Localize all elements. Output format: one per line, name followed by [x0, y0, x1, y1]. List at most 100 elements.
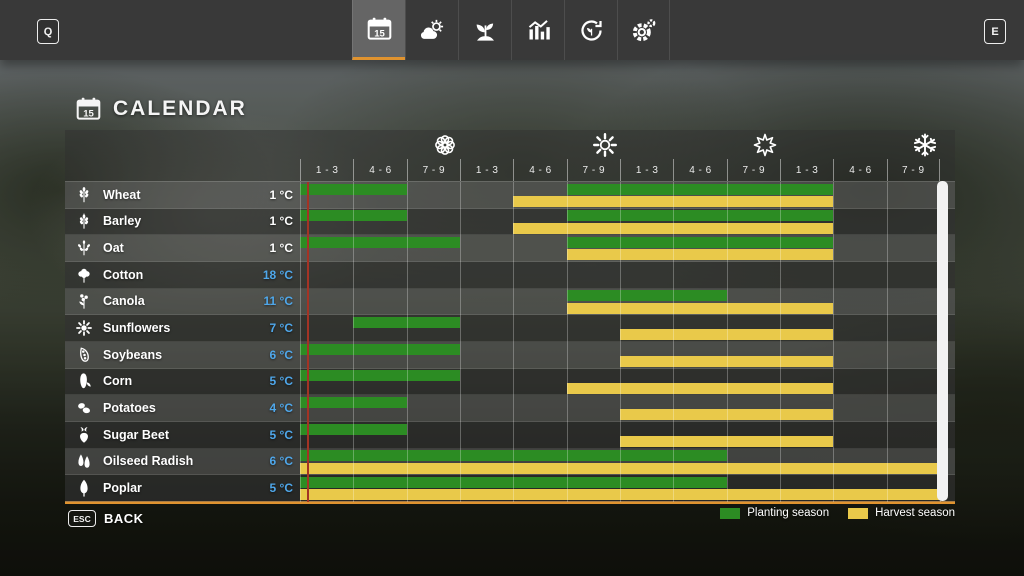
planting-season-bar: [300, 396, 407, 408]
planting-season-bar: [566, 183, 834, 195]
harvest-season-bar: [566, 302, 834, 314]
scrollbar-thumb[interactable]: [937, 181, 948, 501]
crop-name: Soybeans: [103, 347, 163, 362]
maple-leaf-icon: [751, 131, 779, 159]
back-label: BACK: [104, 511, 144, 526]
grid-line: [780, 182, 781, 502]
crop-season-bars: [300, 475, 940, 501]
crop-row-sugar-beet: Sugar Beet 5 °C: [65, 422, 955, 449]
crop-name: Cotton: [103, 267, 144, 282]
sugar-beet-icon: [75, 426, 93, 444]
grid-line: [566, 182, 568, 502]
crop-row-canola: Canola 11 °C: [65, 288, 955, 316]
svg-text:15: 15: [374, 29, 385, 40]
crop-row-barley: Barley 1 °C: [65, 208, 955, 236]
period-label: 4 - 6: [833, 159, 886, 181]
grid-line: [300, 182, 301, 502]
legend: Planting season Harvest season: [720, 507, 955, 519]
period-label: 1 - 3: [300, 159, 353, 181]
crop-name: Oilseed Radish: [103, 454, 194, 469]
crop-name: Sugar Beet: [103, 427, 169, 442]
germination-temp: 6 °C: [269, 347, 293, 362]
wheat-icon: [75, 186, 93, 204]
harvest-season-bar: [566, 382, 834, 394]
crop-label: Oat: [75, 235, 124, 261]
planting-season-bar: [300, 183, 407, 195]
menu-tabs: 15: [352, 0, 670, 60]
crop-season-bars: [300, 315, 940, 341]
crop-row-oilseed-radish: Oilseed Radish 6 °C: [65, 448, 955, 476]
oilseed-radish-icon: [75, 452, 93, 470]
crop-season-bars: [300, 422, 940, 448]
season-header: [65, 130, 955, 159]
gear-icon: [630, 17, 657, 44]
period-label: 7 - 9: [406, 159, 460, 181]
back-button[interactable]: ESC BACK: [68, 510, 144, 527]
corn-icon: [75, 372, 93, 390]
crop-name: Barley: [103, 214, 142, 229]
crop-name: Oat: [103, 241, 124, 256]
crop-row-potatoes: Potatoes 4 °C: [65, 395, 955, 422]
page-title: 15 CALENDAR: [75, 95, 247, 122]
crop-season-bars: [300, 182, 940, 208]
crop-row-oat: Oat 1 °C: [65, 235, 955, 262]
crop-label: Oilseed Radish: [75, 449, 193, 475]
germination-temp: 7 °C: [269, 321, 293, 336]
grid-line: [726, 182, 728, 502]
keyhint-esc: ESC: [68, 510, 96, 527]
top-toolbar: Q 15 E: [0, 0, 1024, 60]
keyhint-e: E: [984, 19, 1006, 44]
grid-line: [673, 182, 675, 502]
crop-name: Potatoes: [103, 401, 156, 416]
harvest-season-bar: [300, 489, 940, 501]
period-label: 7 - 9: [726, 159, 780, 181]
crop-label: Soybeans: [75, 342, 162, 368]
planting-season-bar: [566, 210, 834, 222]
period-label: 7 - 9: [566, 159, 620, 181]
tab-rotation[interactable]: [564, 0, 617, 60]
tab-crops[interactable]: [458, 0, 511, 60]
crop-label: Wheat: [75, 182, 141, 208]
grid-line: [833, 182, 835, 502]
grid-line: [886, 182, 888, 502]
crop-row-corn: Corn 5 °C: [65, 368, 955, 396]
calendar-icon: 15: [366, 15, 393, 42]
rotation-icon: [578, 17, 605, 44]
tab-economy[interactable]: [511, 0, 564, 60]
crop-label: Poplar: [75, 475, 142, 501]
tab-settings[interactable]: [617, 0, 670, 60]
tab-calendar[interactable]: 15: [352, 0, 405, 60]
grid-line: [460, 182, 461, 502]
planting-season-bar: [300, 210, 407, 222]
weather-icon: [419, 17, 446, 44]
planting-season-bar: [300, 450, 727, 462]
svg-text:15: 15: [83, 109, 94, 120]
crop-row-soybeans: Soybeans 6 °C: [65, 342, 955, 369]
planting-season-bar: [300, 236, 460, 248]
period-label: 4 - 6: [353, 159, 406, 181]
tab-weather[interactable]: [405, 0, 458, 60]
harvest-season-bar: [513, 222, 834, 234]
legend-label: Harvest season: [875, 507, 955, 519]
germination-temp: 1 °C: [269, 187, 293, 202]
germination-temp: 5 °C: [269, 427, 293, 442]
crop-row-cotton: Cotton 18 °C: [65, 262, 955, 289]
canola-icon: [75, 292, 93, 310]
flower-icon: [431, 131, 459, 159]
sunflower-icon: [75, 319, 93, 337]
germination-temp: 1 °C: [269, 241, 293, 256]
potato-icon: [75, 399, 93, 417]
calendar-icon: 15: [75, 95, 102, 122]
planting-season-bar: [566, 236, 834, 248]
crop-season-bars: [300, 342, 940, 368]
harvest-season-bar: [620, 329, 834, 341]
crop-label: Cotton: [75, 262, 143, 288]
soybean-icon: [75, 346, 93, 364]
snowflake-icon: [911, 131, 939, 159]
legend-swatch: [848, 507, 869, 519]
harvest-season-bar: [566, 249, 834, 261]
period-label: 4 - 6: [513, 159, 566, 181]
grid-line: [353, 182, 355, 502]
